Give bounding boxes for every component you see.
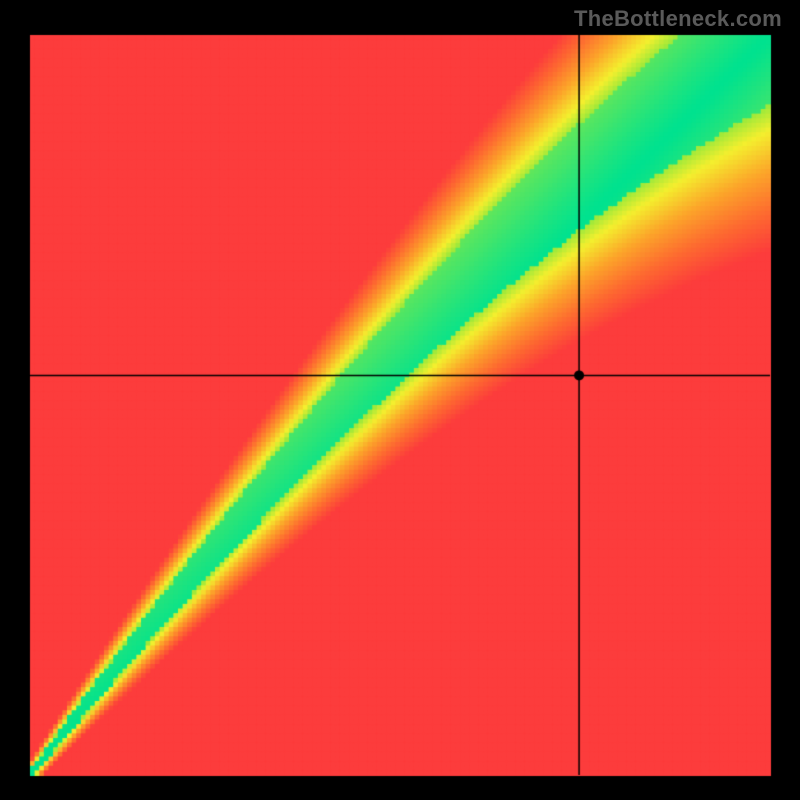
- chart-container: TheBottleneck.com: [0, 0, 800, 800]
- watermark-text: TheBottleneck.com: [574, 6, 782, 32]
- bottleneck-heatmap: [0, 0, 800, 800]
